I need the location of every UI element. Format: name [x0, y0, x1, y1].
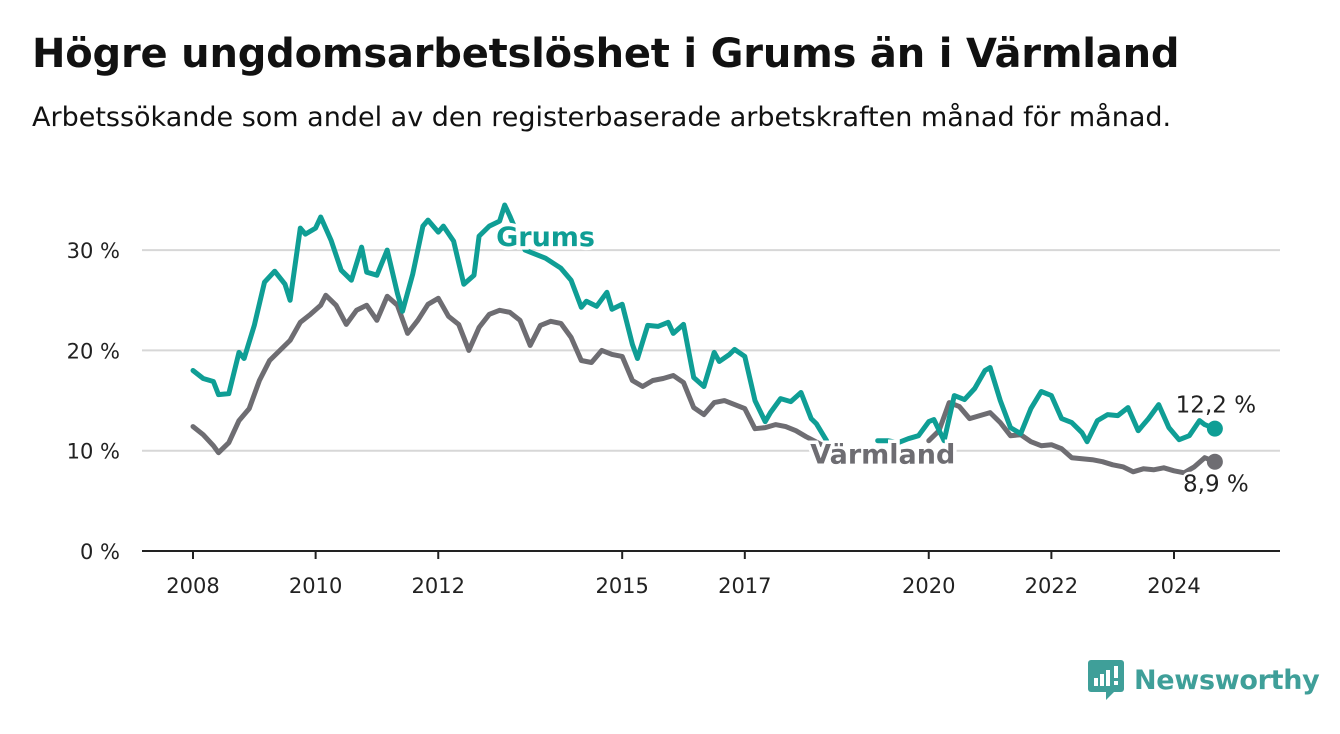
chart-title: Högre ungdomsarbetslöshet i Grums än i V…	[32, 31, 1180, 77]
x-tick-label: 2012	[412, 574, 465, 598]
series-label: Värmland	[810, 440, 955, 471]
newsworthy-logo-icon	[1088, 660, 1124, 700]
x-tick-label: 2024	[1147, 574, 1200, 598]
series-end-label: 12,2 %	[1176, 393, 1256, 419]
x-tick-label: 2017	[718, 574, 771, 598]
chart-subtitle: Arbetssökande som andel av den registerb…	[32, 102, 1172, 133]
y-tick-label: 0 %	[80, 540, 120, 564]
series-line-late-0	[875, 365, 1218, 446]
series-end-label: 8,9 %	[1183, 472, 1249, 498]
brand-name: Newsworthy	[1134, 664, 1320, 696]
series-line-late-1	[926, 400, 1218, 476]
x-tick-label: 2022	[1025, 574, 1078, 598]
series-line-0	[190, 202, 830, 444]
series-end-point	[1206, 420, 1223, 437]
brand-logo: Newsworthy	[1088, 660, 1320, 700]
x-tick-label: 2015	[595, 574, 648, 598]
series-line-1	[190, 292, 824, 456]
x-tick-label: 2010	[289, 574, 342, 598]
y-tick-label: 20 %	[67, 339, 120, 363]
series-end-point	[1206, 453, 1223, 470]
x-tick-label: 2008	[166, 574, 219, 598]
series-label: Grums	[496, 222, 595, 253]
y-tick-label: 30 %	[67, 239, 120, 263]
x-tick-label: 2020	[902, 574, 955, 598]
y-tick-label: 10 %	[67, 440, 120, 464]
